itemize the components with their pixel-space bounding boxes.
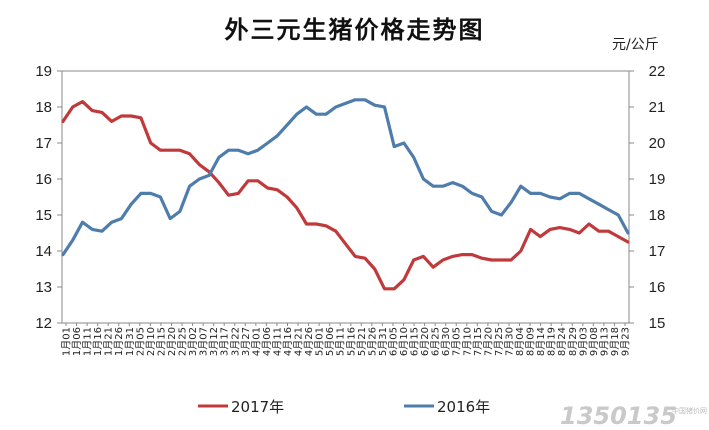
x-tick-label: 1月01: [61, 327, 73, 356]
x-tick-label: 7月10: [461, 327, 473, 356]
watermark-caption: 中国猪价网: [672, 407, 707, 415]
x-tick-label: 2月20: [166, 327, 178, 356]
x-tick-label: 5月06: [324, 327, 336, 356]
x-tick-label: 3月22: [229, 327, 241, 356]
x-tick-label: 2月10: [145, 327, 157, 356]
x-tick-label: 6月20: [419, 327, 431, 356]
x-tick-label: 4月16: [282, 327, 294, 356]
x-tick-label: 1月06: [71, 327, 83, 356]
y-left-tick-label: 16: [35, 171, 52, 188]
x-tick-label: 1月16: [92, 327, 104, 356]
x-tick-label: 8月29: [567, 327, 579, 356]
y-right-tick-label: 16: [649, 279, 666, 296]
y-left-tick-label: 14: [35, 243, 52, 260]
x-tick-label: 4月21: [293, 327, 305, 356]
y-left-tick-label: 12: [35, 315, 52, 332]
series-line-2016: [61, 98, 630, 257]
x-tick-label: 5月31: [377, 327, 389, 356]
y-left-tick-label: 13: [35, 279, 52, 296]
x-tick-label: 8月09: [525, 327, 537, 356]
x-tick-label: 8月14: [535, 327, 547, 356]
x-tick-label: 5月01: [314, 327, 326, 356]
x-tick-label: 3月07: [198, 327, 210, 356]
watermark-logo: 1350135: [560, 402, 677, 430]
x-tick-label: 5月16: [345, 327, 357, 356]
y-right-tick-label: 18: [649, 207, 666, 224]
y-right-tick-label: 20: [649, 135, 666, 152]
legend-label: 2016年: [437, 398, 490, 416]
y-left-tick-label: 19: [35, 63, 52, 80]
y-right-tick-label: 17: [649, 243, 666, 260]
x-tick-label: 9月13: [598, 327, 610, 356]
x-tick-label: 3月12: [208, 327, 220, 356]
x-tick-label: 4月26: [303, 327, 315, 356]
chart-title: 外三元生猪价格走势图: [224, 15, 485, 44]
y-left-tick-label: 15: [35, 207, 52, 224]
x-tick-label: 1月21: [103, 327, 115, 356]
x-tick-label: 6月05: [387, 327, 399, 356]
series-line-2017: [61, 99, 630, 291]
x-tick-label: 6月25: [430, 327, 442, 356]
x-tick-label: 7月15: [472, 327, 484, 356]
x-tick-label: 6月15: [409, 327, 421, 356]
y-right-tick-label: 19: [649, 171, 666, 188]
x-tick-label: 4月01: [250, 327, 262, 356]
x-tick-label: 5月11: [335, 327, 347, 356]
x-tick-label: 2月15: [155, 327, 167, 356]
x-tick-label: 9月08: [588, 327, 600, 356]
x-tick-label: 7月05: [451, 327, 463, 356]
x-tick-label: 1月26: [113, 327, 125, 356]
x-tick-label: 4月06: [261, 327, 273, 356]
x-tick-label: 6月10: [398, 327, 410, 356]
legend-label: 2017年: [231, 398, 284, 416]
x-tick-label: 5月21: [356, 327, 368, 356]
y-right-tick-label: 15: [649, 315, 666, 332]
x-tick-label: 9月03: [577, 327, 589, 356]
x-tick-label: 3月17: [219, 327, 231, 356]
x-tick-label: 9月18: [609, 327, 621, 356]
y-left-tick-label: 17: [35, 135, 52, 152]
x-tick-label: 7月20: [482, 327, 494, 356]
x-tick-label: 2月05: [134, 327, 146, 356]
x-tick-label: 3月27: [240, 327, 252, 356]
unit-label: 元/公斤: [612, 37, 659, 53]
x-tick-label: 8月24: [556, 327, 568, 356]
x-tick-label: 8月19: [546, 327, 558, 356]
x-tick-label: 1月31: [124, 327, 136, 356]
x-tick-label: 2月25: [177, 327, 189, 356]
x-tick-label: 4月11: [271, 327, 283, 356]
y-right-tick-label: 22: [649, 63, 666, 80]
x-tick-label: 7月25: [493, 327, 505, 356]
x-tick-label: 9月23: [620, 327, 632, 356]
x-tick-label: 3月02: [187, 327, 199, 356]
x-tick-label: 1月11: [82, 327, 94, 356]
plot-frame: [61, 70, 630, 324]
y-right-tick-label: 21: [649, 99, 666, 116]
x-tick-label: 6月30: [440, 327, 452, 356]
x-tick-label: 5月26: [366, 327, 378, 356]
x-tick-label: 8月04: [514, 327, 526, 356]
y-left-tick-label: 18: [35, 99, 52, 116]
x-tick-label: 7月30: [503, 327, 515, 356]
